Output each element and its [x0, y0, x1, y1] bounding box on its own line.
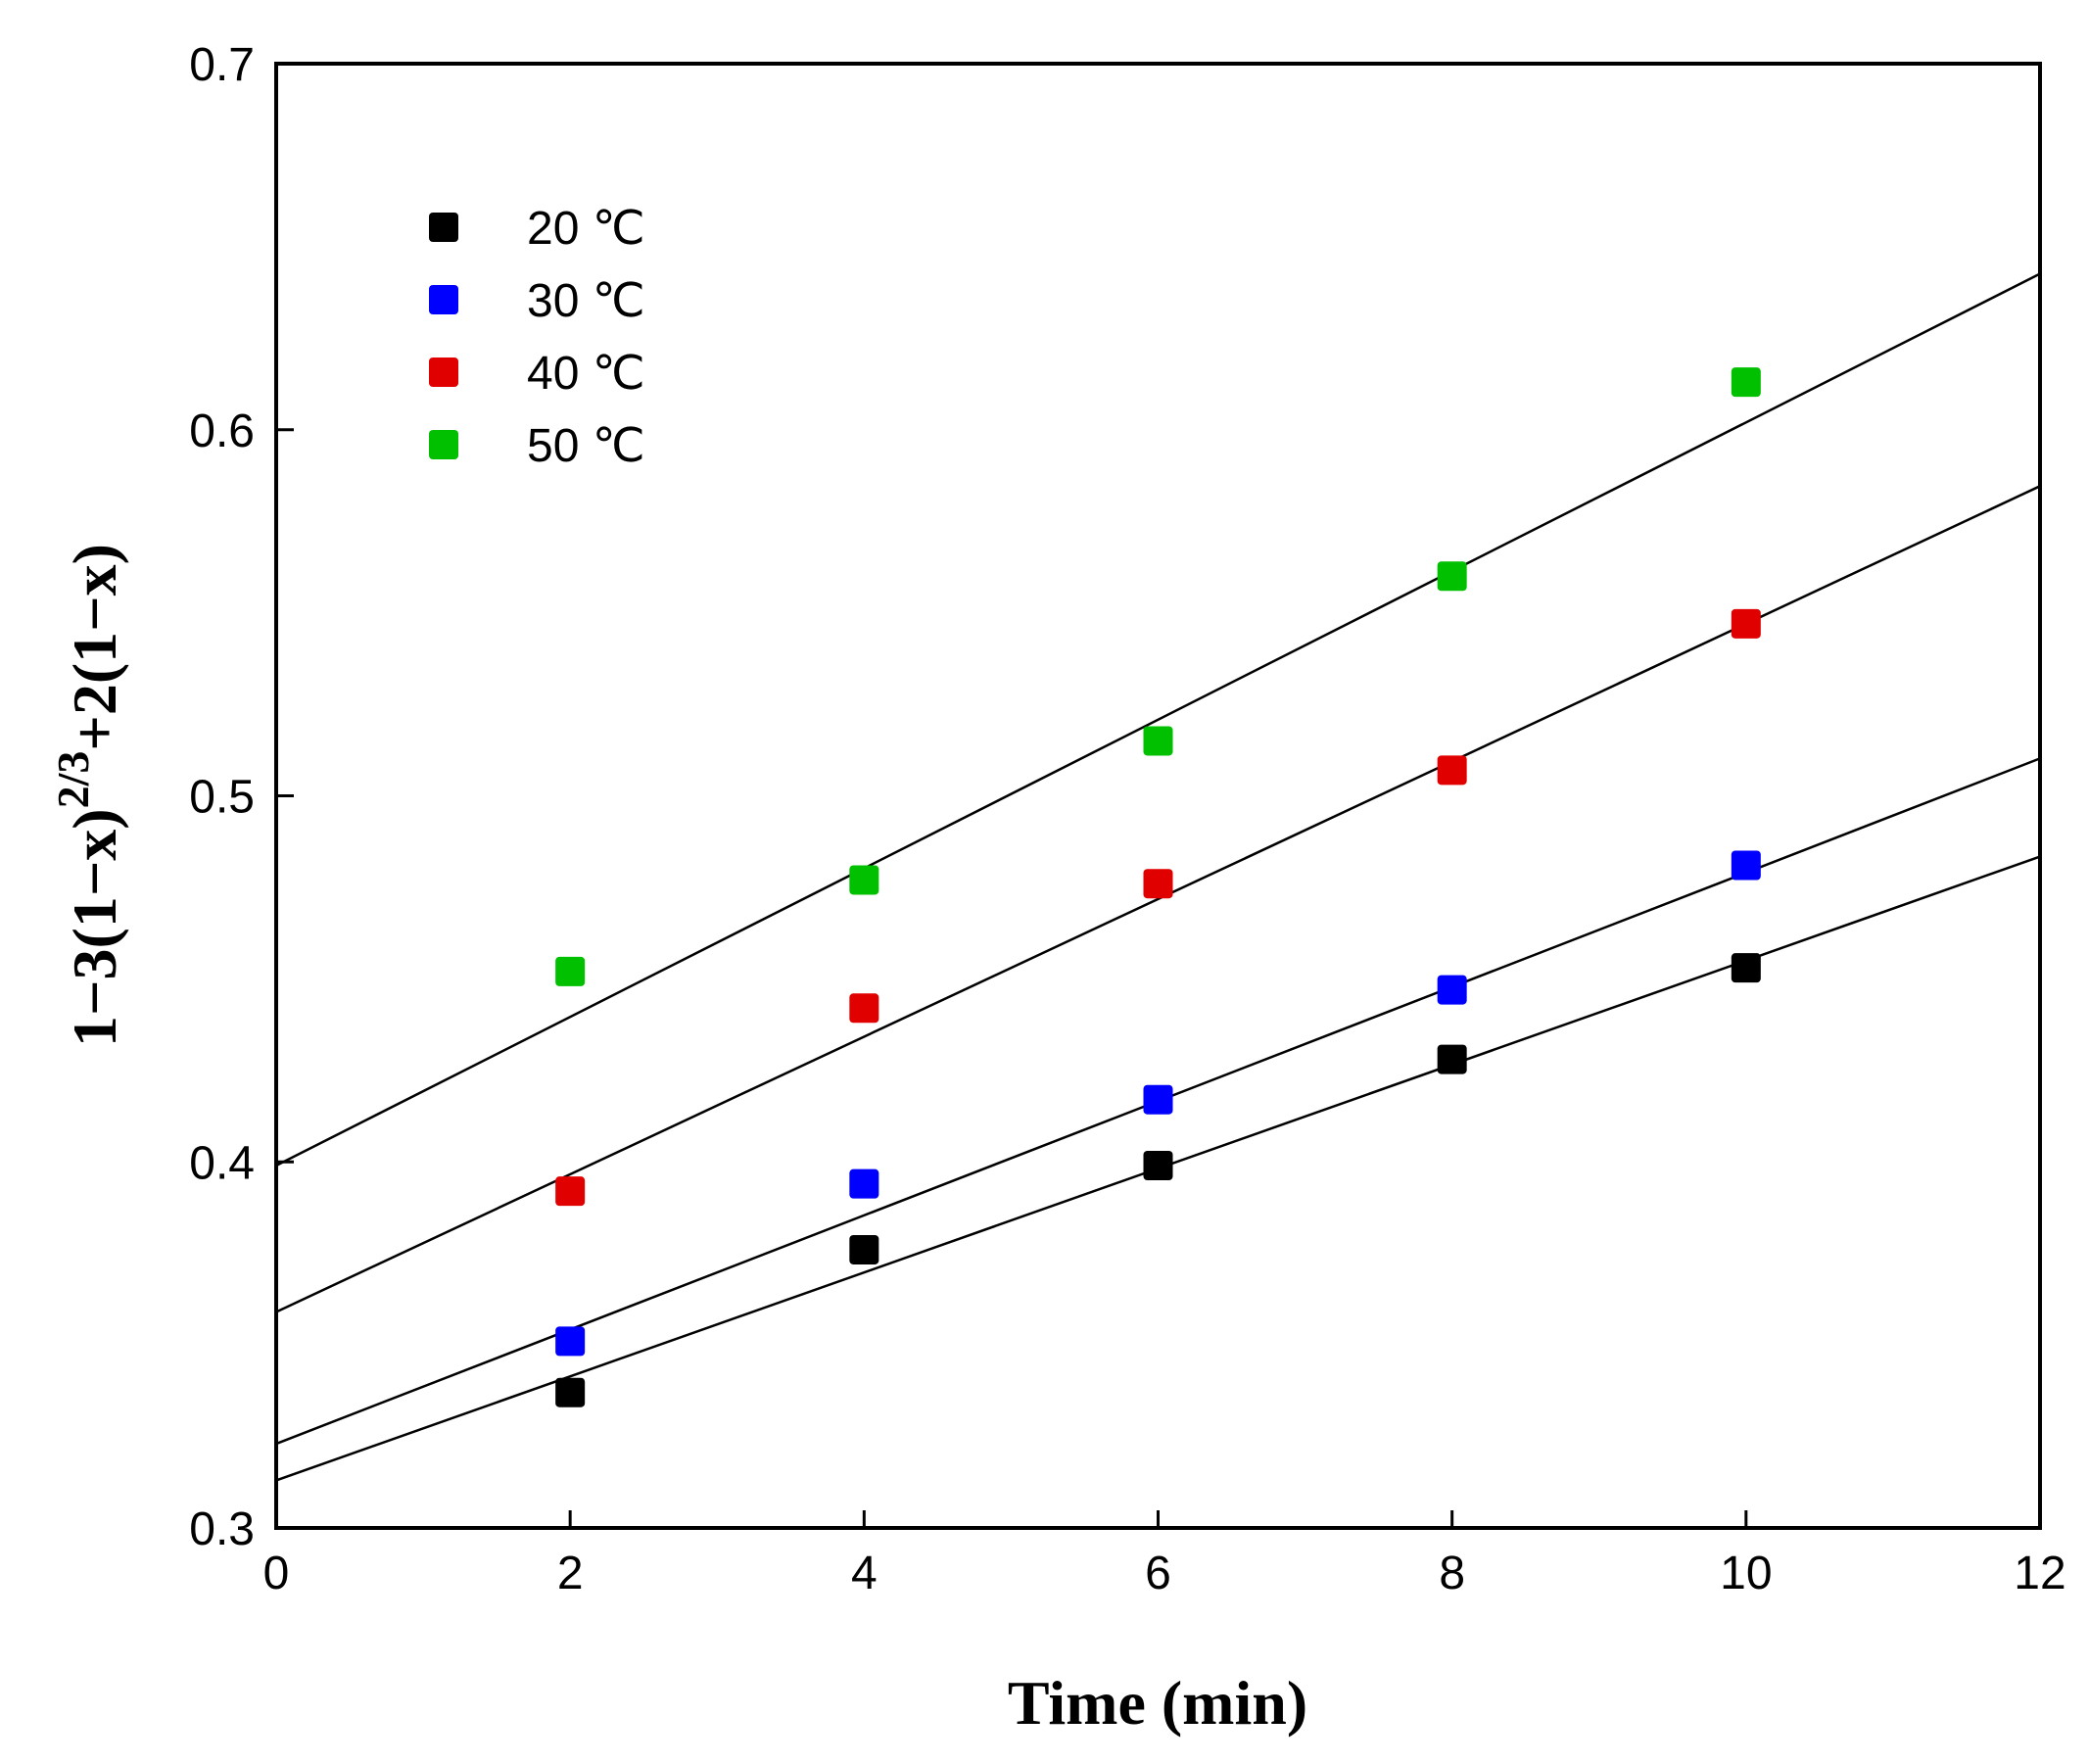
x-tick-label: 12	[2014, 1548, 2065, 1599]
data-point	[1437, 561, 1467, 592]
y-tick-label: 0.4	[189, 1137, 255, 1189]
legend-marker	[429, 285, 458, 314]
data-point	[849, 1234, 879, 1264]
x-tick-label: 8	[1439, 1548, 1465, 1599]
legend-marker	[429, 358, 458, 387]
y-axis-title-superscript: 2/3	[48, 751, 98, 809]
data-point	[555, 1326, 586, 1357]
y-tick-label: 0.6	[189, 405, 255, 457]
data-point	[1731, 608, 1761, 639]
y-axis-title-part2: +2(1−x)	[60, 544, 129, 751]
data-point	[1437, 755, 1467, 786]
y-tick-label: 0.3	[189, 1503, 255, 1555]
legend: 20 ℃ 30 ℃ 40 ℃ 50 ℃	[429, 203, 645, 472]
fit-line	[275, 485, 2041, 1313]
legend-marker	[429, 213, 458, 242]
data-point	[1437, 975, 1467, 1005]
legend-label: 20 ℃	[527, 203, 645, 255]
legend-label: 50 ℃	[527, 420, 645, 472]
data-point	[1143, 1150, 1173, 1180]
y-axis-title-part1: 1−3(1−x)	[60, 808, 129, 1047]
data-point	[1437, 1044, 1467, 1074]
x-tick-label: 6	[1145, 1548, 1171, 1599]
y-axis-title: 1−3(1−x)2/3+2(1−x)	[48, 544, 129, 1047]
data-point	[555, 956, 586, 986]
fit-line	[275, 272, 2041, 1168]
x-tick-label: 4	[851, 1548, 878, 1599]
x-tick-label: 0	[263, 1548, 290, 1599]
legend-label: 40 ℃	[527, 348, 645, 400]
data-point	[555, 1176, 586, 1207]
legend-marker	[429, 430, 458, 459]
x-tick-label: 10	[1720, 1548, 1772, 1599]
data-point	[1143, 1084, 1173, 1115]
x-axis-title: Time (min)	[1008, 1668, 1307, 1738]
data-points	[555, 367, 1761, 1407]
data-point	[1143, 869, 1173, 899]
x-tick-label: 2	[557, 1548, 584, 1599]
data-point	[1143, 726, 1173, 756]
axis-tick-labels: 0 2 4 6 8 10 12 0.3 0.4 0.5 0.6 0.7	[189, 39, 2065, 1599]
data-point	[849, 865, 879, 895]
legend-label: 30 ℃	[527, 275, 645, 327]
data-point	[1731, 850, 1761, 881]
data-point	[849, 993, 879, 1024]
y-tick-label: 0.7	[189, 39, 255, 91]
data-point	[555, 1377, 586, 1407]
axis-ticks	[276, 428, 1748, 1528]
y-tick-label: 0.5	[189, 772, 255, 824]
data-point	[849, 1168, 879, 1199]
data-point	[1731, 953, 1761, 983]
data-point	[1731, 367, 1761, 398]
